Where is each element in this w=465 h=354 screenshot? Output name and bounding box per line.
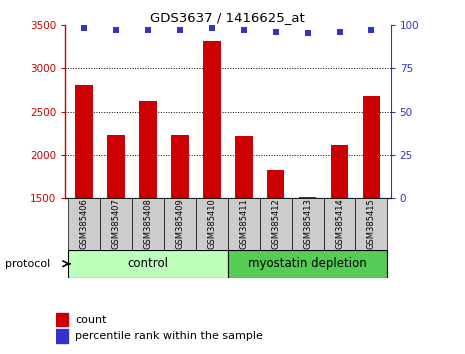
Title: GDS3637 / 1416625_at: GDS3637 / 1416625_at (151, 11, 305, 24)
Point (304, 30, 312, 36)
Bar (267, 171, 285, 198)
Bar (171, 135, 189, 198)
Text: GSM385411: GSM385411 (239, 199, 248, 249)
Point (113, 27, 120, 33)
Text: GSM385407: GSM385407 (112, 199, 120, 249)
Text: percentile rank within the sample: percentile rank within the sample (75, 331, 263, 341)
Bar (164, 198, 196, 250)
Text: count: count (75, 315, 106, 325)
Text: GSM385415: GSM385415 (367, 199, 376, 249)
Text: GSM385410: GSM385410 (207, 199, 216, 249)
Point (208, 25, 216, 31)
Text: GSM385413: GSM385413 (303, 199, 312, 249)
Bar (68, 198, 100, 250)
Bar (324, 198, 356, 250)
Bar (56, 329, 68, 343)
Bar (107, 135, 125, 198)
Text: myostatin depletion: myostatin depletion (248, 257, 367, 270)
Bar (100, 198, 132, 250)
Text: GSM385408: GSM385408 (144, 199, 153, 249)
Point (240, 27, 247, 33)
Bar (356, 198, 387, 250)
Bar (56, 313, 68, 326)
Bar (140, 101, 157, 198)
Text: GSM385406: GSM385406 (80, 199, 89, 249)
Text: protocol: protocol (5, 259, 50, 269)
Bar (203, 41, 221, 198)
Bar (75, 86, 93, 198)
Text: GSM385414: GSM385414 (335, 199, 344, 249)
Bar (235, 136, 252, 198)
Point (336, 29, 343, 35)
Text: control: control (127, 257, 169, 270)
Point (80, 25, 88, 31)
Point (176, 27, 184, 33)
Text: GSM385412: GSM385412 (271, 199, 280, 249)
Point (144, 27, 152, 33)
Bar (292, 198, 324, 250)
Bar (196, 198, 228, 250)
Bar (228, 250, 387, 278)
Bar (260, 198, 292, 250)
Bar (68, 250, 228, 278)
Bar (331, 145, 348, 198)
Point (272, 29, 279, 35)
Bar (228, 198, 260, 250)
Point (368, 27, 375, 33)
Bar (132, 198, 164, 250)
Text: GSM385409: GSM385409 (175, 199, 185, 249)
Bar (363, 96, 380, 198)
